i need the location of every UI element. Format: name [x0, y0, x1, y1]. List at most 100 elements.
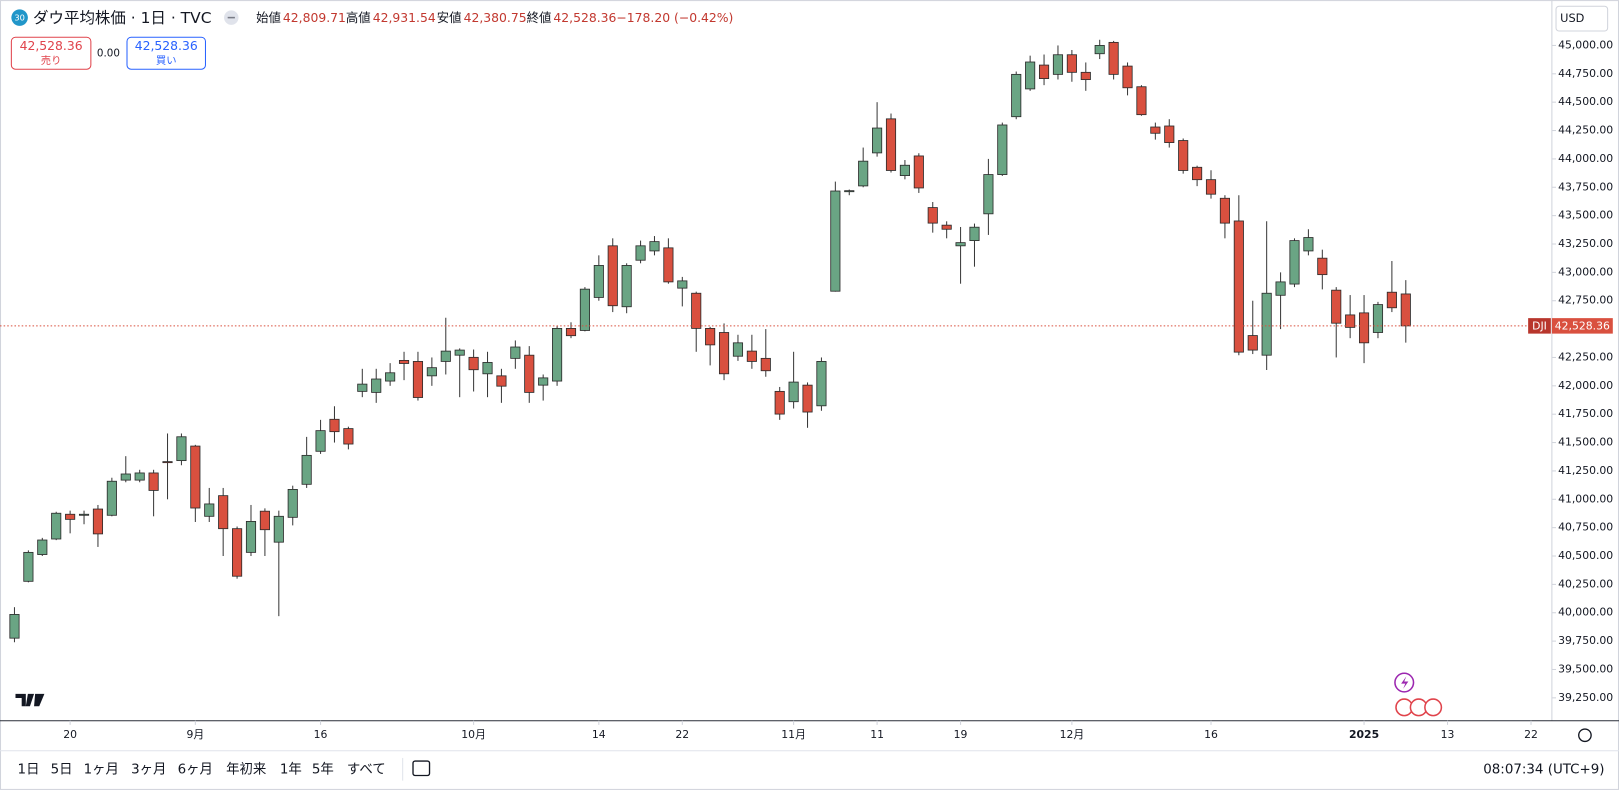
- candle-body: [1289, 240, 1300, 285]
- candle-body: [190, 445, 201, 509]
- candle-body: [496, 375, 507, 387]
- ohlc-label: 安値: [437, 10, 462, 25]
- range-button[interactable]: 1年: [280, 761, 302, 777]
- candle-body: [663, 247, 674, 283]
- candle-body: [134, 472, 145, 481]
- range-button[interactable]: すべて: [347, 761, 386, 777]
- range-button[interactable]: 5年: [312, 761, 334, 777]
- ohlc-label: 終値: [527, 10, 552, 25]
- sell-price: 42,528.36: [20, 38, 83, 53]
- y-tick-label: 41,250.00: [1558, 464, 1613, 477]
- flag-icon[interactable]: [1424, 698, 1443, 717]
- x-tick-label: 14: [592, 728, 606, 741]
- change: −178.20 (−0.42%): [616, 10, 733, 25]
- y-tick-label: 39,250.00: [1558, 691, 1613, 704]
- symbol-title[interactable]: ダウ平均株価 · 1日 · TVC: [33, 9, 211, 27]
- candle-body: [232, 528, 243, 577]
- x-tick-label: 11月: [781, 728, 806, 741]
- candle-body: [621, 265, 632, 308]
- candle-body: [245, 520, 257, 553]
- candle-body: [1261, 292, 1272, 356]
- event-bolt: [1401, 676, 1409, 689]
- x-tick-label: 16: [1204, 728, 1218, 741]
- candle-body: [78, 513, 90, 516]
- candle-body: [565, 328, 577, 337]
- candle-body: [1052, 54, 1064, 75]
- candle-body: [607, 245, 618, 307]
- last-price-label: 42,528.36: [1555, 319, 1610, 332]
- candle-body: [635, 245, 646, 261]
- y-tick-label: 45,000.00: [1558, 38, 1613, 51]
- candle-body: [482, 362, 493, 375]
- candle-body: [1108, 41, 1119, 75]
- ohlc-value: 42,528.36: [553, 10, 616, 25]
- candle-body: [468, 356, 479, 371]
- range-button[interactable]: 3ヶ月: [131, 762, 166, 777]
- y-tick-label: 43,000.00: [1558, 265, 1613, 278]
- last-price-tag: [1551, 318, 1613, 334]
- y-tick-label: 43,250.00: [1558, 237, 1613, 250]
- x-tick-label: 22: [1524, 728, 1538, 741]
- range-button[interactable]: 1日: [18, 762, 40, 777]
- candle-body: [259, 510, 270, 531]
- x-tick-label: 13: [1441, 728, 1455, 741]
- candle-body: [454, 349, 465, 356]
- range-button[interactable]: 年初来: [226, 761, 266, 777]
- clock: 08:07:34 (UTC+9): [1483, 762, 1604, 777]
- candle-body: [1038, 64, 1050, 79]
- range-button[interactable]: 5日: [51, 762, 73, 777]
- y-tick-label: 44,000.00: [1558, 152, 1613, 165]
- candle-body: [1066, 54, 1077, 73]
- range-button[interactable]: 1ヶ月: [84, 762, 119, 777]
- currency-button[interactable]: [1555, 5, 1609, 32]
- candle-body: [120, 473, 131, 481]
- x-tick-label: 22: [675, 728, 689, 741]
- candle-body: [524, 354, 535, 393]
- candle-body: [579, 288, 590, 331]
- toolbar: 1日 5日 1ヶ月 3ヶ月 6ヶ月 年初来 1年 5年 すべて: [18, 761, 386, 777]
- candle-body: [385, 372, 396, 382]
- symbol-badge: [11, 9, 28, 26]
- y-tick-label: 44,750.00: [1558, 67, 1613, 80]
- candle-body: [899, 164, 910, 176]
- settings-icon[interactable]: [1578, 728, 1592, 743]
- candle-body: [1233, 220, 1244, 353]
- candle-body: [1205, 179, 1217, 195]
- candle-body: [176, 436, 187, 462]
- candle-body: [1219, 197, 1230, 224]
- y-tick-label: 39,500.00: [1558, 662, 1613, 675]
- candle-body: [371, 378, 382, 393]
- x-tick-label: 9月: [186, 728, 204, 741]
- candle-body: [538, 377, 549, 386]
- buy-button[interactable]: [126, 36, 206, 70]
- ohlc-label: 高値: [346, 10, 371, 25]
- candle-body: [788, 381, 799, 403]
- range-button[interactable]: 6ヶ月: [178, 762, 213, 777]
- sell-button[interactable]: [10, 36, 92, 70]
- y-tick-label: 43,500.00: [1558, 209, 1613, 222]
- symbol-tag: [1528, 318, 1551, 334]
- candle-body: [732, 342, 744, 357]
- candle-body: [552, 328, 563, 382]
- candle-body: [1345, 314, 1356, 328]
- candle-body: [1178, 140, 1189, 171]
- candle-body: [273, 515, 284, 543]
- x-tick-label: 2025: [1349, 728, 1379, 741]
- calendar-icon[interactable]: [412, 760, 431, 777]
- candle-body: [23, 551, 34, 582]
- candle-body: [510, 346, 521, 359]
- candle-body: [218, 495, 229, 530]
- candle-body: [1094, 45, 1105, 55]
- candle-body: [1331, 289, 1342, 324]
- tv-logo: [15, 693, 45, 707]
- sell-label: 売り: [41, 54, 62, 67]
- candle-body: [315, 430, 326, 452]
- x-tick-label: 12月: [1060, 728, 1085, 741]
- x-tick-label: 11: [870, 728, 884, 741]
- candle-body: [913, 155, 924, 189]
- x-tick-label: 16: [314, 728, 328, 741]
- candle-body: [329, 418, 340, 433]
- candle-body: [983, 174, 994, 215]
- candle-body: [1247, 335, 1258, 351]
